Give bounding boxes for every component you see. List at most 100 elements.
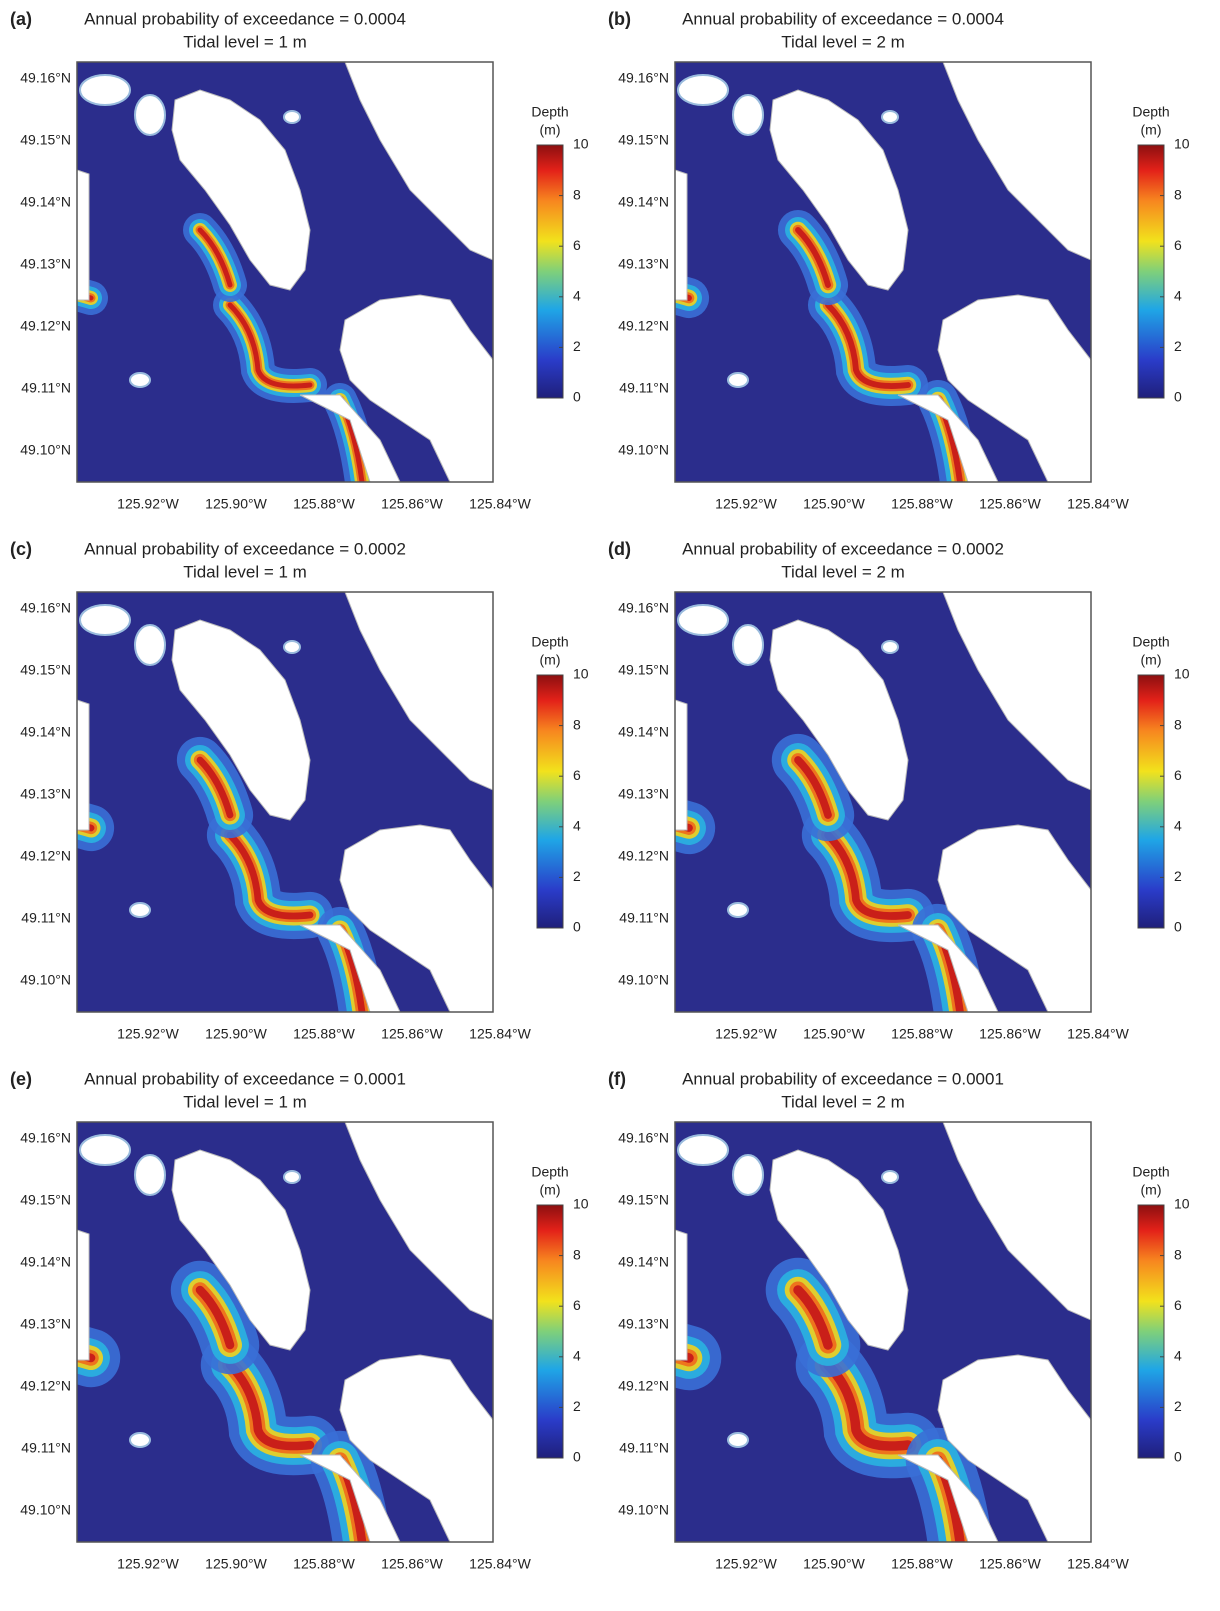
lon-label: 125.88°W bbox=[891, 496, 953, 512]
land bbox=[769, 89, 909, 291]
panel-label: (e) bbox=[10, 1069, 32, 1089]
colorbar-tick-label: 10 bbox=[1174, 666, 1190, 682]
lat-label: 49.12°N bbox=[618, 318, 669, 334]
colorbar-tick-label: 0 bbox=[1174, 1449, 1182, 1465]
island bbox=[79, 604, 131, 636]
lat-label: 49.11°N bbox=[619, 1440, 669, 1456]
land bbox=[77, 1229, 90, 1361]
panel-title: Annual probability of exceedance = 0.000… bbox=[682, 539, 1004, 558]
colorbar-unit: (m) bbox=[1141, 1182, 1162, 1198]
panel-label: (a) bbox=[10, 9, 32, 29]
land bbox=[675, 169, 688, 301]
colorbar-title: Depth bbox=[531, 634, 568, 650]
land bbox=[171, 1149, 311, 1351]
panel-title: Annual probability of exceedance = 0.000… bbox=[682, 9, 1004, 28]
map-panel: (e) Annual probability of exceedance = 0.… bbox=[10, 1069, 589, 1572]
panel-title: Annual probability of exceedance = 0.000… bbox=[84, 9, 406, 28]
inundation-band bbox=[197, 227, 233, 288]
island bbox=[129, 902, 151, 918]
map-frame bbox=[674, 61, 1092, 483]
colorbar: Depth (m) 0 2 4 6 8 10 bbox=[531, 1164, 588, 1465]
colorbar-tick-label: 8 bbox=[573, 1246, 581, 1262]
land bbox=[77, 169, 90, 301]
lat-label: 49.12°N bbox=[618, 1378, 669, 1394]
land bbox=[769, 619, 909, 821]
island bbox=[283, 640, 301, 654]
panel-subtitle: Tidal level = 2 m bbox=[781, 1092, 905, 1111]
lon-label: 125.88°W bbox=[891, 1026, 953, 1042]
lon-label: 125.84°W bbox=[1067, 1026, 1129, 1042]
colorbar-tick-label: 4 bbox=[573, 288, 581, 304]
lat-label: 49.16°N bbox=[618, 70, 669, 86]
lon-label: 125.90°W bbox=[803, 496, 865, 512]
colorbar-tick-label: 8 bbox=[573, 716, 581, 732]
colorbar: Depth (m) 0 2 4 6 8 10 bbox=[1132, 104, 1189, 405]
inundation-band bbox=[226, 831, 314, 920]
land bbox=[937, 1354, 1091, 1542]
island bbox=[283, 1170, 301, 1184]
inundation-band bbox=[794, 756, 832, 819]
lon-label: 125.88°W bbox=[293, 1026, 355, 1042]
lon-label: 125.88°W bbox=[891, 1556, 953, 1572]
lat-label: 49.14°N bbox=[618, 1254, 669, 1270]
lon-label: 125.86°W bbox=[381, 1556, 443, 1572]
lon-label: 125.84°W bbox=[1067, 496, 1129, 512]
colorbar-scale bbox=[536, 144, 564, 399]
map-frame bbox=[76, 591, 494, 1013]
panel-label: (d) bbox=[608, 539, 631, 559]
lon-label: 125.88°W bbox=[293, 496, 355, 512]
land bbox=[344, 1122, 493, 1321]
colorbar-unit: (m) bbox=[1141, 122, 1162, 138]
panel-title: Annual probability of exceedance = 0.000… bbox=[84, 539, 406, 558]
island bbox=[79, 1134, 131, 1166]
panel-label: (f) bbox=[608, 1069, 626, 1089]
lat-label: 49.14°N bbox=[618, 724, 669, 740]
panel-title: Annual probability of exceedance = 0.000… bbox=[84, 1069, 406, 1088]
map bbox=[675, 592, 1091, 1012]
map bbox=[77, 1122, 493, 1542]
inundation-band bbox=[195, 1285, 235, 1350]
map-frame bbox=[674, 591, 1092, 1013]
colorbar-tick-label: 6 bbox=[1174, 1297, 1182, 1313]
lat-label: 49.10°N bbox=[618, 442, 669, 458]
lat-label: 49.10°N bbox=[618, 1502, 669, 1518]
colorbar-title: Depth bbox=[1132, 634, 1169, 650]
lat-label: 49.10°N bbox=[20, 442, 71, 458]
lat-label: 49.12°N bbox=[20, 848, 71, 864]
lat-label: 49.13°N bbox=[20, 1316, 71, 1332]
map-panel: (f) Annual probability of exceedance = 0.… bbox=[608, 1069, 1190, 1572]
land bbox=[675, 699, 688, 831]
map-frame bbox=[76, 1121, 494, 1543]
island bbox=[727, 372, 749, 388]
lon-label: 125.86°W bbox=[381, 496, 443, 512]
island bbox=[134, 94, 166, 136]
colorbar-tick-label: 6 bbox=[1174, 767, 1182, 783]
lat-label: 49.12°N bbox=[20, 1378, 71, 1394]
colorbar-tick-label: 2 bbox=[1174, 868, 1182, 884]
colorbar-tick-label: 4 bbox=[1174, 1348, 1182, 1364]
island bbox=[732, 94, 764, 136]
colorbar-tick-label: 6 bbox=[1174, 237, 1182, 253]
land bbox=[937, 824, 1091, 1012]
lat-label: 49.10°N bbox=[20, 972, 71, 988]
land bbox=[897, 924, 999, 1012]
lat-label: 49.11°N bbox=[619, 380, 669, 396]
lat-label: 49.15°N bbox=[618, 662, 669, 678]
island bbox=[134, 624, 166, 666]
panel-subtitle: Tidal level = 1 m bbox=[183, 1092, 307, 1111]
colorbar-tick-label: 4 bbox=[573, 1348, 581, 1364]
lat-label: 49.16°N bbox=[20, 70, 71, 86]
inundation-band bbox=[825, 302, 911, 389]
land bbox=[942, 62, 1091, 261]
colorbar: Depth (m) 0 2 4 6 8 10 bbox=[1132, 634, 1189, 935]
lat-label: 49.16°N bbox=[618, 1130, 669, 1146]
land bbox=[344, 62, 493, 261]
colorbar-scale bbox=[1137, 144, 1165, 399]
panel-subtitle: Tidal level = 1 m bbox=[183, 32, 307, 51]
map-panel: (b) Annual probability of exceedance = 0.… bbox=[608, 9, 1190, 512]
island bbox=[732, 624, 764, 666]
inundation-band bbox=[824, 831, 912, 920]
colorbar-scale bbox=[536, 674, 564, 929]
map bbox=[77, 592, 493, 1012]
